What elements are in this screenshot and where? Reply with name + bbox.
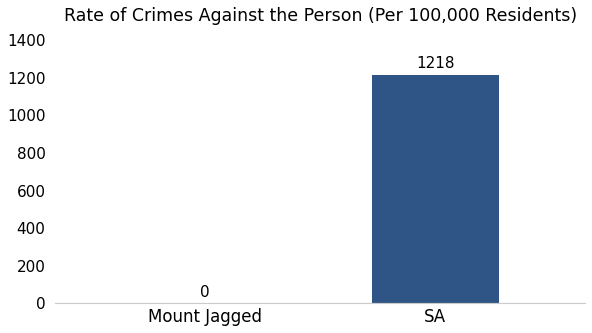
- Text: 1218: 1218: [416, 56, 455, 71]
- Bar: [372, 75, 498, 303]
- Title: Rate of Crimes Against the Person (Per 100,000 Residents): Rate of Crimes Against the Person (Per 1…: [63, 7, 577, 25]
- Text: 0: 0: [200, 285, 210, 300]
